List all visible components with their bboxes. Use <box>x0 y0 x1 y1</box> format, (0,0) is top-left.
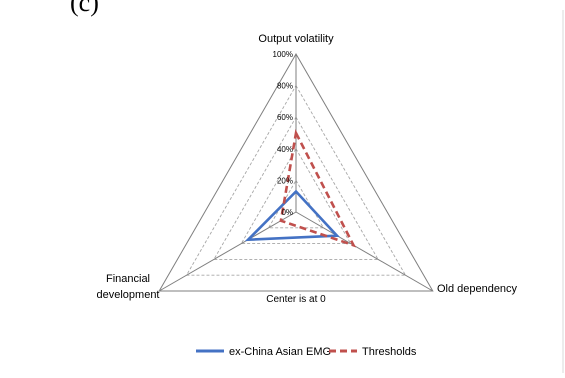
series-line-0 <box>244 189 340 242</box>
axis-label-0: Output volatility <box>258 33 334 45</box>
radial-tick-label: 80% <box>277 82 293 91</box>
radial-tick-label: 20% <box>277 176 293 185</box>
axis-spoke-1 <box>295 211 434 292</box>
axis-label-2: Financial <box>106 273 150 285</box>
grid-ring-4 <box>185 84 407 276</box>
radial-tick-label: 60% <box>277 113 293 122</box>
axis-label-layer: Output volatility Old dependency Financial… <box>97 33 518 301</box>
grid-ring-5 <box>158 52 434 292</box>
tick-layer: 0% 20% 40% 60% 80% 100% <box>273 50 293 217</box>
grid-ring-3 <box>213 116 379 260</box>
series-line-1 <box>279 128 357 248</box>
legend-label-0: ex-China Asian EMG <box>229 346 331 358</box>
radial-tick-label: 100% <box>273 50 293 59</box>
legend-label-1: Thresholds <box>362 346 417 358</box>
axis-layer <box>158 54 434 292</box>
axis-label-1: Old dependency <box>437 283 518 295</box>
axis-spoke-2 <box>158 211 297 292</box>
radial-tick-label: 40% <box>277 145 293 154</box>
radial-tick-label: 0% <box>281 208 293 217</box>
center-note: Center is at 0 <box>266 294 326 305</box>
axis-label-2: development <box>97 289 160 301</box>
panel-label: (c) <box>70 0 99 17</box>
series-layer <box>244 128 357 248</box>
legend: ex-China Asian EMG Thresholds <box>196 346 417 358</box>
